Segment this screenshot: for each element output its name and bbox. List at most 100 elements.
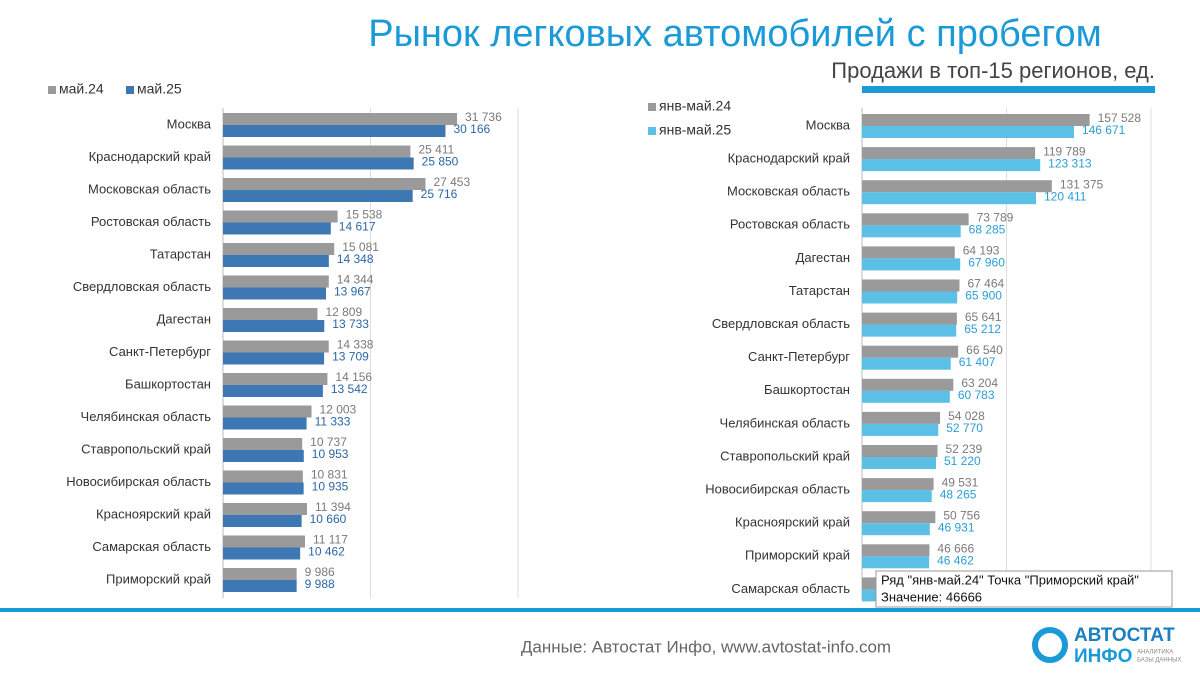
category-label: Новосибирская область	[66, 474, 211, 489]
bar	[862, 544, 930, 557]
legend-label: янв-май.24	[659, 98, 731, 114]
category-label: Краснодарский край	[728, 151, 850, 166]
bar	[223, 308, 318, 320]
value-label: 11 394	[315, 500, 351, 514]
value-label: 146 671	[1082, 123, 1126, 137]
logo-tag: АНАЛИТИКА	[1137, 650, 1173, 656]
category-label: Москва	[806, 117, 851, 132]
logo-bottom: ИНФО	[1074, 646, 1132, 667]
value-label: 9 986	[305, 565, 335, 579]
value-label: 25 411	[418, 143, 454, 157]
tooltip: Ряд "янв-май.24" Точка "Приморский край"…	[875, 570, 1173, 608]
bar	[223, 113, 458, 125]
value-label: 52 770	[946, 421, 983, 435]
legend-label: янв-май.25	[659, 122, 731, 138]
category-label: Татарстан	[150, 246, 211, 261]
category-label: Ростовская область	[91, 214, 211, 229]
value-label: 65 900	[965, 289, 1002, 303]
legend-label: май.25	[137, 81, 182, 97]
bar	[223, 470, 303, 483]
bar	[223, 287, 327, 300]
legend-swatch	[648, 127, 656, 135]
legend-swatch	[648, 103, 656, 111]
bar	[223, 515, 302, 527]
value-label: 25 850	[422, 155, 459, 169]
category-label: Самарская область	[92, 539, 211, 554]
bar	[223, 320, 325, 332]
category-label: Свердловская область	[712, 316, 850, 331]
value-label: 14 338	[337, 338, 374, 352]
bar	[862, 411, 941, 424]
subtitle-rule	[862, 86, 1155, 93]
value-label: 10 660	[310, 512, 347, 526]
bar	[862, 457, 937, 469]
value-label: 30 166	[453, 122, 490, 136]
category-label: Приморский край	[745, 548, 850, 563]
tooltip-line: Значение: 46666	[881, 589, 982, 604]
value-label: 66 540	[966, 343, 1003, 357]
value-label: 14 344	[337, 273, 374, 287]
bar	[223, 222, 331, 235]
value-label: 52 239	[945, 442, 982, 456]
category-label: Свердловская область	[73, 279, 211, 294]
value-label: 51 220	[944, 454, 981, 468]
value-label: 15 538	[346, 208, 383, 222]
legend-swatch	[126, 86, 134, 94]
category-label: Московская область	[88, 181, 211, 196]
bar	[862, 511, 936, 524]
category-label: Башкортостан	[125, 376, 211, 391]
value-label: 14 617	[339, 220, 376, 234]
subtitle: Продажи в топ-15 регионов, ед.	[831, 58, 1155, 83]
bar	[223, 352, 325, 365]
bar	[862, 324, 957, 337]
bar	[862, 114, 1090, 126]
value-label: 63 204	[961, 376, 998, 390]
bar	[223, 373, 328, 385]
tooltip-line: Ряд "янв-май.24" Точка "Приморский край"	[881, 572, 1139, 587]
bar	[223, 503, 308, 515]
bar	[862, 423, 939, 436]
bar	[862, 378, 954, 391]
tooltip-box	[875, 570, 1173, 608]
bar	[223, 275, 329, 288]
bar	[862, 147, 1036, 160]
bar	[862, 291, 958, 304]
category-label: Ставропольский край	[720, 448, 850, 463]
bar	[862, 523, 930, 536]
value-label: 64 193	[963, 244, 1000, 258]
footer-rule	[0, 608, 1200, 612]
bar	[862, 357, 951, 370]
value-label: 9 988	[305, 577, 335, 591]
value-label: 54 028	[948, 409, 985, 423]
category-label: Приморский край	[106, 571, 211, 586]
bar	[223, 125, 446, 137]
value-label: 48 265	[940, 487, 977, 501]
category-label: Челябинская область	[81, 409, 212, 424]
bar	[223, 385, 323, 397]
value-label: 68 285	[969, 222, 1006, 236]
legend-label: май.24	[59, 81, 104, 97]
value-label: 119 789	[1043, 144, 1086, 158]
bar	[223, 568, 297, 580]
bar	[862, 279, 960, 292]
bar	[223, 210, 338, 223]
bar	[862, 445, 938, 457]
category-label: Москва	[167, 116, 212, 131]
value-label: 61 407	[959, 355, 996, 369]
value-label: 73 789	[977, 210, 1014, 224]
value-label: 60 783	[958, 388, 995, 402]
value-label: 46 666	[937, 541, 974, 555]
value-label: 13 542	[331, 382, 368, 396]
bar	[862, 345, 959, 358]
value-label: 13 967	[334, 285, 371, 299]
bar	[862, 225, 961, 238]
bar	[862, 159, 1041, 172]
value-label: 131 375	[1060, 177, 1104, 191]
bar	[223, 190, 413, 202]
value-label: 11 333	[315, 415, 351, 429]
category-label: Санкт-Петербург	[748, 349, 850, 364]
category-label: Башкортостан	[764, 382, 850, 397]
value-label: 46 462	[937, 553, 974, 567]
